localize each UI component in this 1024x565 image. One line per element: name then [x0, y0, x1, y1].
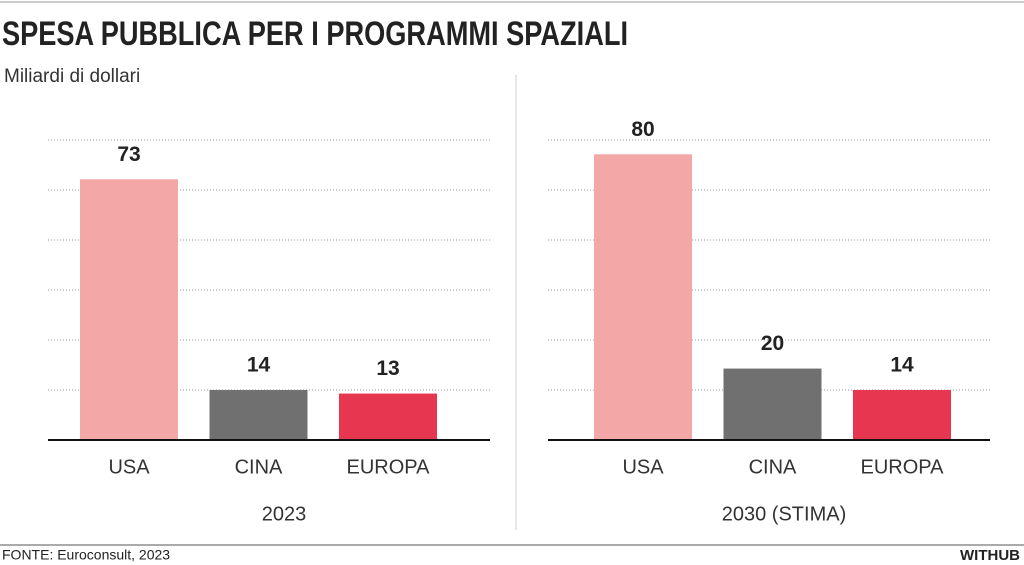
value-label: 14: [247, 354, 271, 377]
value-label: 73: [117, 143, 140, 166]
source: FONTE: Euroconsult, 2023: [2, 547, 170, 563]
x-axis-label: 2030 (STIMA): [722, 503, 846, 525]
x-tick-label: EUROPA: [861, 456, 945, 478]
x-tick-label: USA: [622, 456, 664, 478]
bar: [853, 390, 951, 440]
subtitle: Miliardi di dollari: [4, 66, 140, 87]
bar: [80, 179, 178, 441]
bar: [339, 393, 437, 440]
bar: [209, 390, 308, 440]
bar: [723, 368, 822, 440]
value-label: 20: [761, 332, 784, 355]
brand: WITHUB: [960, 547, 1020, 564]
value-label: 13: [376, 357, 399, 380]
value-label: 14: [890, 354, 914, 377]
x-tick-label: EUROPA: [347, 456, 431, 478]
title: SPESA PUBBLICA PER I PROGRAMMI SPAZIALI: [2, 15, 628, 53]
x-tick-label: USA: [108, 456, 150, 478]
bar: [594, 154, 692, 441]
x-tick-label: CINA: [749, 456, 797, 478]
x-tick-label: CINA: [235, 456, 283, 478]
x-axis-label: 2023: [262, 503, 307, 525]
value-label: 80: [631, 118, 654, 141]
